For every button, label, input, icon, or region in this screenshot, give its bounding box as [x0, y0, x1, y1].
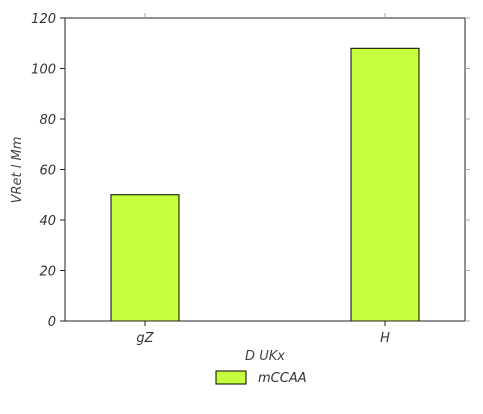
- y-tick-label: 40: [39, 214, 56, 229]
- x-axis-title: D UKx: [245, 349, 285, 364]
- y-tick-label: 120: [31, 12, 56, 27]
- x-tick-label: H: [380, 331, 390, 346]
- y-axis: 0 20 40 60 80 100 120: [31, 12, 470, 330]
- x-tick-label: gZ: [136, 331, 154, 346]
- legend-label: mCCAA: [258, 371, 307, 386]
- y-tick-label: 20: [39, 265, 56, 280]
- y-tick-label: 0: [48, 315, 56, 330]
- y-axis-title: VRet l Mm: [10, 137, 25, 204]
- y-tick-label: 100: [31, 63, 56, 78]
- bar-gZ: [110, 194, 180, 322]
- x-axis: gZ H: [136, 13, 390, 346]
- legend: mCCAA: [215, 370, 307, 386]
- y-tick-label: 60: [39, 164, 56, 179]
- bars-layer: [110, 47, 420, 322]
- legend-swatch: [215, 370, 247, 385]
- bar-H: [350, 47, 420, 322]
- y-tick-label: 80: [39, 113, 56, 128]
